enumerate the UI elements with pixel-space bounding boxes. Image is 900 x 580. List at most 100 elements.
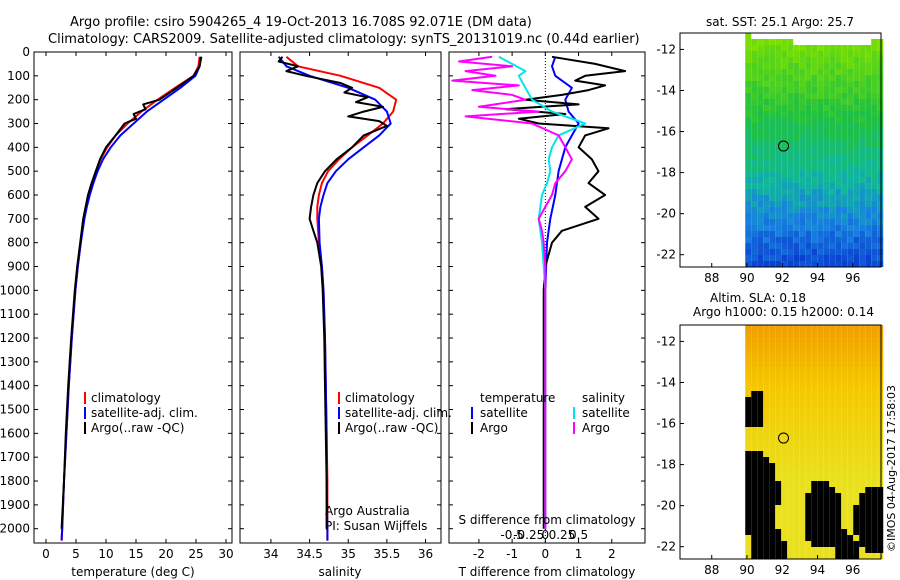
map-cell — [805, 517, 812, 523]
map-cell — [823, 99, 830, 105]
depth-tick-label: 900 — [7, 260, 30, 274]
map-cell — [775, 249, 782, 255]
map-cell — [877, 325, 884, 331]
map-cell — [829, 237, 836, 243]
map-cell — [829, 129, 836, 135]
map-cell — [835, 457, 842, 463]
map-cell — [757, 373, 764, 379]
map-cell — [817, 81, 824, 87]
figure-title-line1: Argo profile: csiro 5904265_4 19-Oct-201… — [70, 15, 532, 30]
map-cell — [871, 355, 878, 361]
map-cell — [829, 117, 836, 123]
map-cell — [745, 523, 752, 529]
map-cell — [859, 195, 866, 201]
map-cell — [769, 183, 776, 189]
map-cell — [805, 261, 812, 267]
map-cell — [745, 87, 752, 93]
map-cell — [853, 439, 860, 445]
map-cell — [865, 225, 872, 231]
map-cell — [847, 493, 854, 499]
map-cell — [859, 255, 866, 261]
map-cell — [793, 463, 800, 469]
map-cell — [841, 499, 848, 505]
map-cell — [763, 385, 770, 391]
map-cell — [763, 547, 770, 553]
map-cell — [865, 535, 872, 541]
map-cell — [811, 451, 818, 457]
map-cell — [781, 475, 788, 481]
map-cell — [817, 547, 824, 553]
map-cell — [811, 547, 818, 553]
map-cell — [781, 243, 788, 249]
map-cell — [841, 87, 848, 93]
map-cell — [781, 105, 788, 111]
map-cell — [745, 99, 752, 105]
map-cell — [781, 463, 788, 469]
map-cell — [877, 51, 884, 57]
map-cell — [811, 69, 818, 75]
map-cell — [835, 505, 842, 511]
map-cell — [823, 373, 830, 379]
map-cell — [781, 219, 788, 225]
map-cell — [859, 171, 866, 177]
map-cell — [763, 433, 770, 439]
map-cell — [841, 81, 848, 87]
map-cell — [745, 541, 752, 547]
map-cell — [787, 69, 794, 75]
map-cell — [811, 487, 818, 493]
sst-profile-location-marker — [778, 140, 790, 152]
map-cell — [769, 255, 776, 261]
map-cell — [877, 361, 884, 367]
map-cell — [793, 331, 800, 337]
map-cell — [853, 415, 860, 421]
map-cell — [787, 517, 794, 523]
map-cell — [829, 87, 836, 93]
map-cell — [835, 45, 842, 51]
depth-axis: 0100200300400500600700800900100011001200… — [0, 45, 232, 536]
map-cell — [799, 367, 806, 373]
map-cell — [829, 141, 836, 147]
map-cell — [853, 75, 860, 81]
map-cell — [817, 553, 824, 559]
map-cell — [763, 445, 770, 451]
map-cell — [871, 361, 878, 367]
map-cell — [751, 343, 758, 349]
map-cell — [793, 505, 800, 511]
map-cell — [841, 141, 848, 147]
map-cell — [757, 331, 764, 337]
map-cell — [793, 231, 800, 237]
map-cell — [775, 201, 782, 207]
map-cell — [799, 463, 806, 469]
map-cell — [757, 523, 764, 529]
map-cell — [829, 457, 836, 463]
map-cell — [817, 343, 824, 349]
map-cell — [763, 349, 770, 355]
map-cell — [871, 189, 878, 195]
map-cell — [763, 249, 770, 255]
depth-tick-label: 1500 — [0, 403, 30, 417]
map-cell — [745, 219, 752, 225]
x-tick-label: 0 — [42, 547, 50, 561]
map-cell — [793, 469, 800, 475]
map-cell — [787, 123, 794, 129]
map-cell — [775, 189, 782, 195]
map-cell — [853, 207, 860, 213]
map-cell — [793, 93, 800, 99]
map-cell — [859, 237, 866, 243]
map-cell — [787, 255, 794, 261]
map-cell — [775, 129, 782, 135]
x-tick-label: 30 — [218, 547, 233, 561]
map-cell — [745, 397, 752, 403]
map-cell — [751, 261, 758, 267]
map-cell — [871, 159, 878, 165]
map-cell — [871, 505, 878, 511]
map-cell — [841, 99, 848, 105]
map-cell — [751, 213, 758, 219]
map-cell — [853, 105, 860, 111]
map-cell — [763, 391, 770, 397]
map-cell — [775, 511, 782, 517]
map-cell — [877, 201, 884, 207]
map-cell — [877, 129, 884, 135]
map-cell — [817, 255, 824, 261]
map-cell — [799, 445, 806, 451]
